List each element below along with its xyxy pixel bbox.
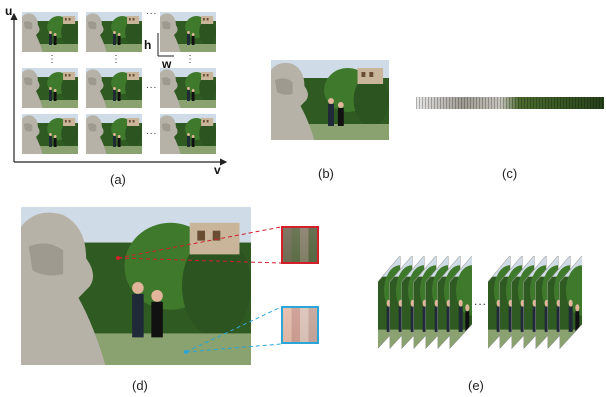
panel-e-stack-right bbox=[488, 256, 582, 351]
view-1-2 bbox=[160, 68, 216, 108]
dots-row-0: ... bbox=[146, 6, 158, 17]
panel-a: u v h w ... ... ... ⋮ ⋮ ⋮ (a) bbox=[0, 0, 260, 200]
view-2-0 bbox=[22, 114, 78, 154]
v-axis-label: v bbox=[214, 163, 221, 177]
dots-col-2: ⋮ bbox=[185, 54, 196, 65]
panel-b-label: (b) bbox=[318, 166, 334, 181]
dots-row-1: ... bbox=[146, 80, 158, 91]
view-0-0 bbox=[22, 12, 78, 52]
view-1-1 bbox=[86, 68, 142, 108]
dots-row-2: ... bbox=[146, 126, 158, 137]
panel-b-image bbox=[271, 60, 389, 140]
panel-a-label: (a) bbox=[110, 172, 126, 187]
dots-col-1: ⋮ bbox=[111, 54, 122, 65]
panel-e-label: (e) bbox=[468, 378, 484, 393]
h-label: h bbox=[144, 38, 152, 52]
panel-a-axes bbox=[10, 12, 228, 166]
dots-col-0: ⋮ bbox=[47, 54, 58, 65]
panel-c-label: (c) bbox=[502, 166, 518, 181]
view-1-0 bbox=[22, 68, 78, 108]
u-axis-label: u bbox=[5, 4, 13, 18]
view-0-2 bbox=[160, 12, 216, 52]
zoom-patch-blue bbox=[281, 306, 319, 344]
view-2-1 bbox=[86, 114, 142, 154]
panel-c-epi-strip bbox=[416, 97, 604, 109]
panel-e-dots: ... bbox=[474, 294, 488, 308]
panel-e-stack-left bbox=[378, 256, 472, 351]
w-label: w bbox=[162, 57, 172, 71]
view-0-1 bbox=[86, 12, 142, 52]
panel-d-label: (d) bbox=[132, 378, 148, 393]
stack-left-svg bbox=[378, 256, 472, 350]
stack-right-svg bbox=[488, 256, 582, 350]
view-2-2 bbox=[160, 114, 216, 154]
zoom-patch-red bbox=[281, 226, 319, 264]
panel-d-zoom-lines bbox=[116, 226, 282, 354]
